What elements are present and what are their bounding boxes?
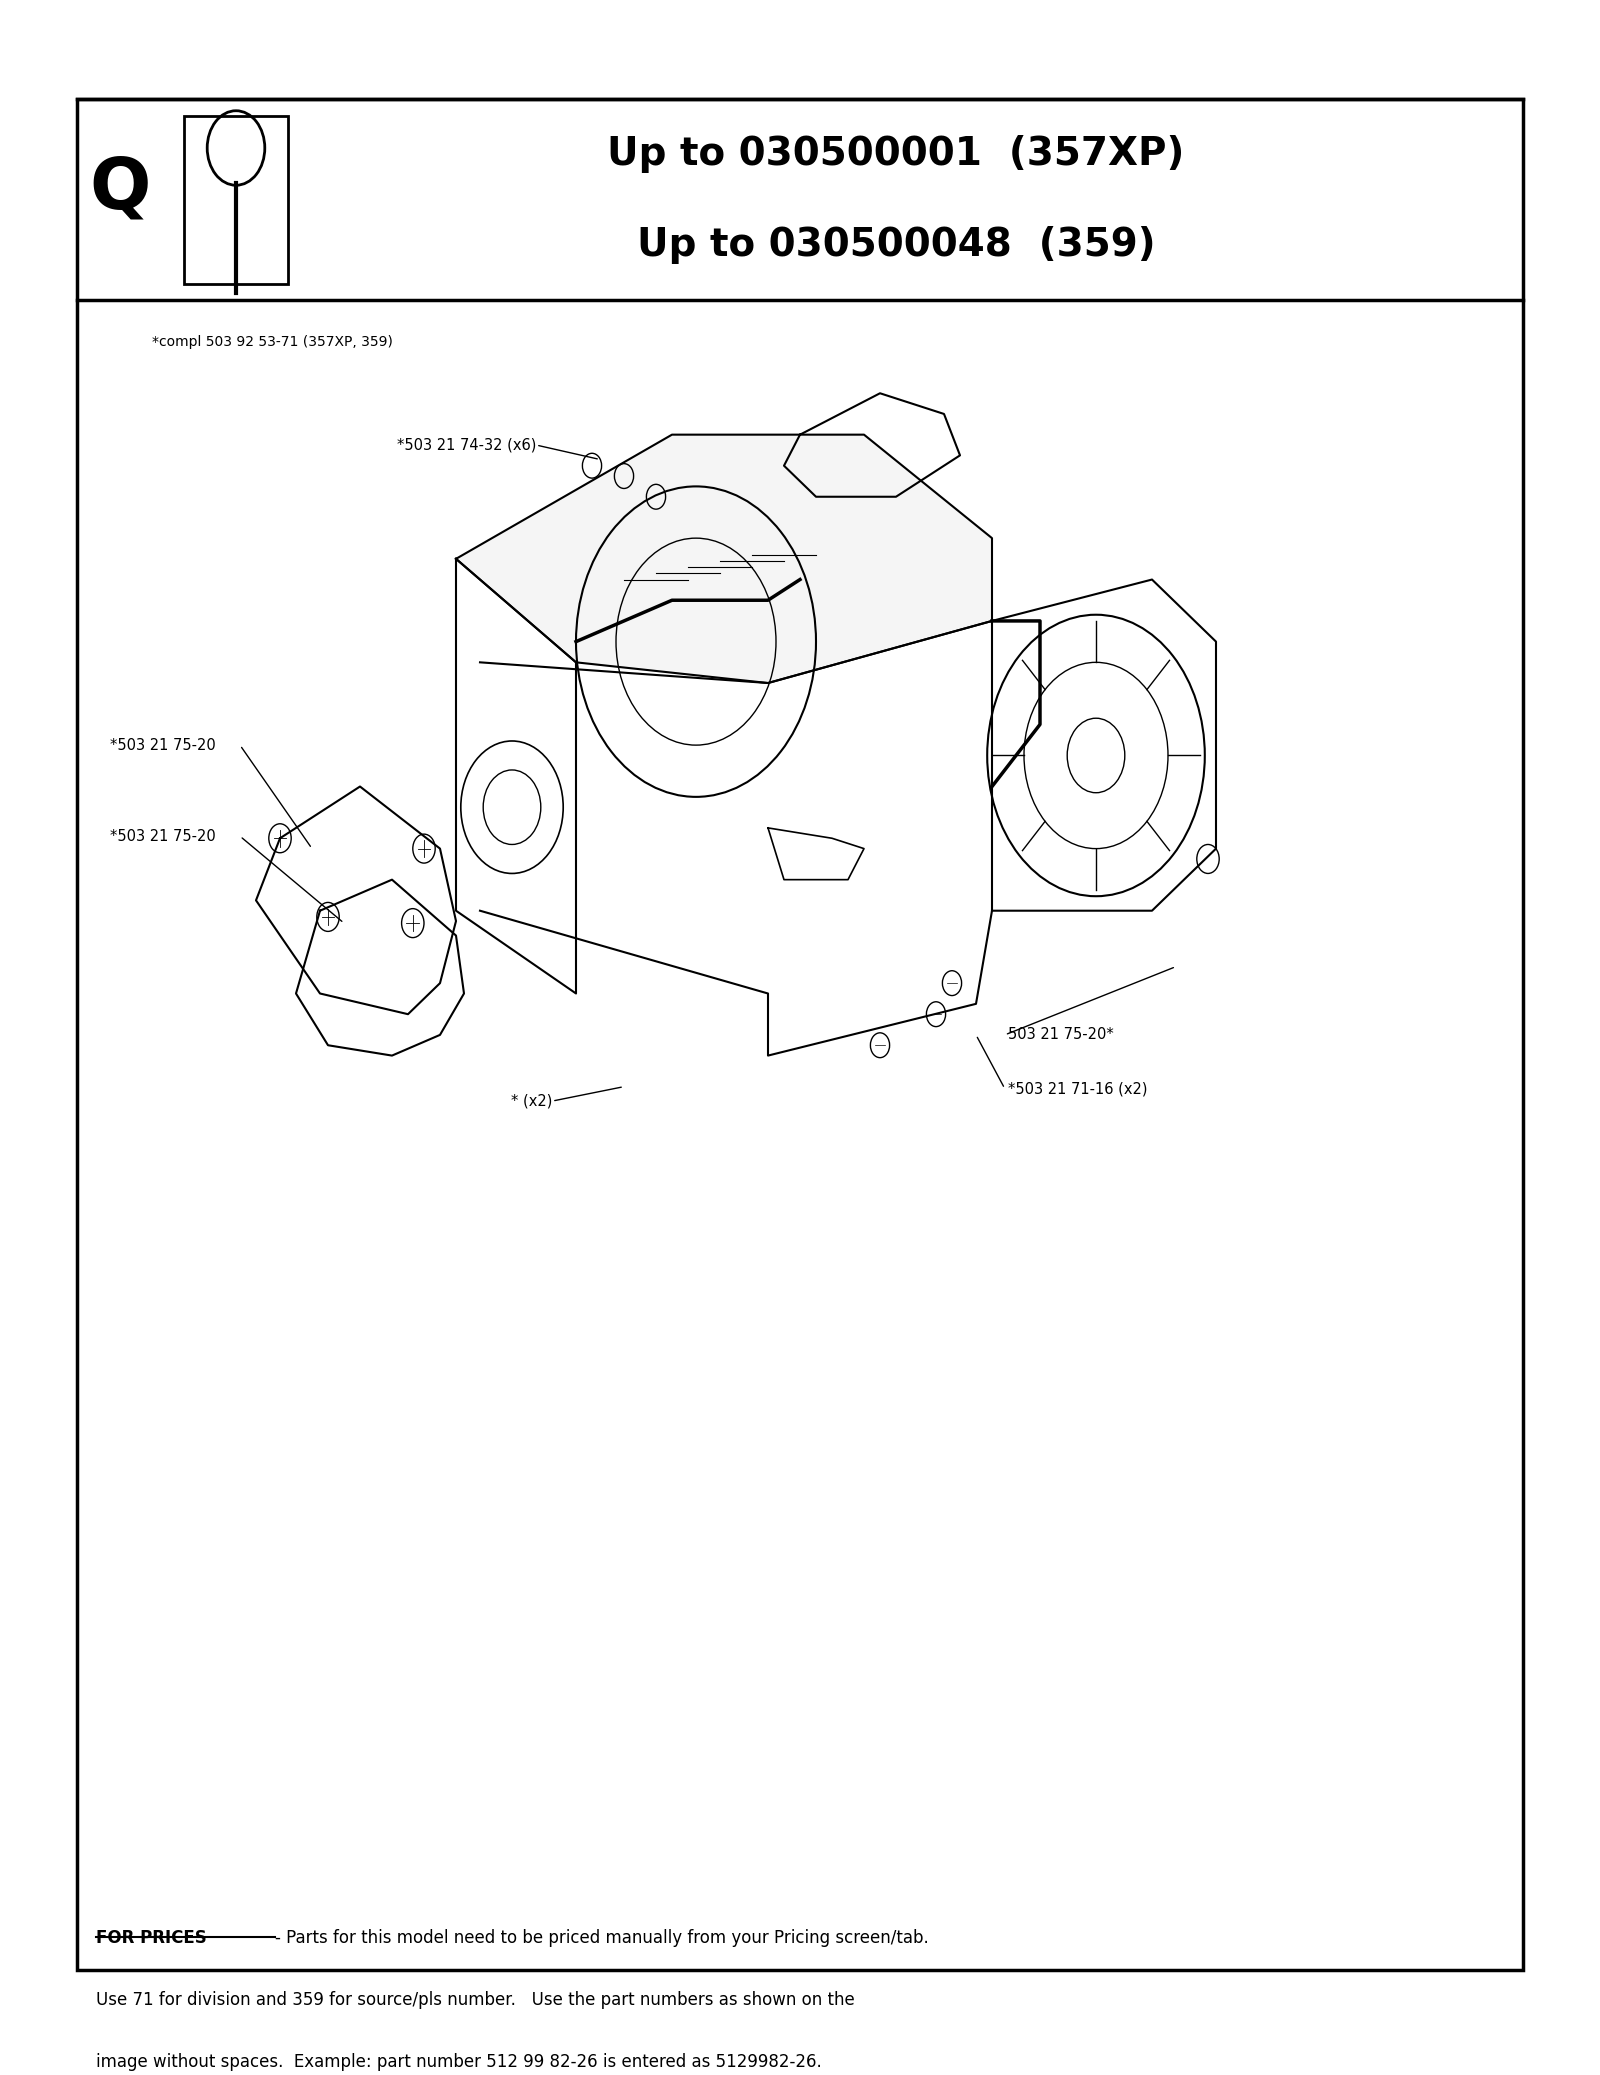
Text: Q: Q xyxy=(90,156,150,224)
Bar xyxy=(184,116,288,284)
Text: *503 21 71-16 (x2): *503 21 71-16 (x2) xyxy=(1008,1081,1147,1096)
Text: 503 21 75-20*: 503 21 75-20* xyxy=(1008,1027,1114,1042)
Text: * (x2): * (x2) xyxy=(510,1094,552,1108)
Text: - Parts for this model need to be priced manually from your Pricing screen/tab.: - Parts for this model need to be priced… xyxy=(275,1930,930,1946)
Text: *503 21 74-32 (x6): *503 21 74-32 (x6) xyxy=(397,438,536,452)
Text: *503 21 75-20: *503 21 75-20 xyxy=(110,828,216,845)
Text: *compl 503 92 53-71 (357XP, 359): *compl 503 92 53-71 (357XP, 359) xyxy=(152,336,394,349)
Text: Up to 030500001  (357XP): Up to 030500001 (357XP) xyxy=(608,135,1184,172)
FancyBboxPatch shape xyxy=(77,100,1523,1971)
Text: image without spaces.  Example: part number 512 99 82-26 is entered as 5129982-2: image without spaces. Example: part numb… xyxy=(96,2054,822,2071)
Text: *503 21 75-20: *503 21 75-20 xyxy=(110,737,216,753)
Text: Use 71 for division and 359 for source/pls number.   Use the part numbers as sho: Use 71 for division and 359 for source/p… xyxy=(96,1992,854,2009)
Polygon shape xyxy=(456,434,992,683)
Text: FOR PRICES: FOR PRICES xyxy=(96,1930,206,1946)
Text: Up to 030500048  (359): Up to 030500048 (359) xyxy=(637,226,1155,264)
